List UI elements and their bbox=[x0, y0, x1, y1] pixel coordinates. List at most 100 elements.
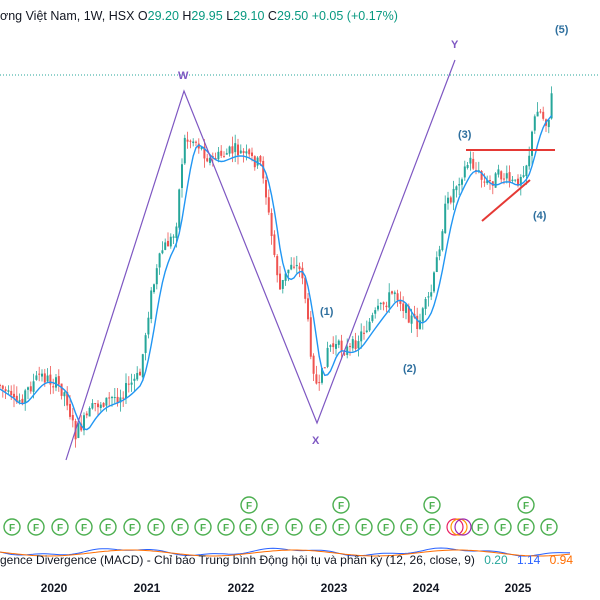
candle-body bbox=[321, 368, 323, 383]
event-marker-label: F bbox=[429, 523, 435, 534]
candle-body bbox=[24, 390, 27, 404]
candle-body bbox=[293, 266, 295, 268]
candle-body bbox=[203, 146, 206, 159]
candle-body bbox=[525, 165, 528, 177]
candle-body bbox=[147, 317, 150, 335]
candle-body bbox=[225, 153, 228, 155]
event-marker-label: F bbox=[523, 501, 529, 512]
candle-body bbox=[550, 93, 553, 119]
event-marker-label: F bbox=[33, 523, 39, 534]
candle-body bbox=[153, 284, 155, 293]
candle-body bbox=[46, 375, 49, 382]
event-marker bbox=[377, 518, 395, 536]
candle-body bbox=[97, 403, 99, 408]
candle-body bbox=[276, 256, 279, 276]
candle-body bbox=[491, 181, 494, 186]
candle-body bbox=[360, 331, 363, 342]
candle-body bbox=[245, 151, 248, 154]
candle-body bbox=[357, 341, 360, 349]
candle-body bbox=[55, 377, 57, 388]
candle-body bbox=[458, 184, 461, 186]
candle-body bbox=[405, 304, 407, 313]
candle-body bbox=[0, 384, 1, 386]
event-marker-label: F bbox=[338, 523, 344, 534]
candle-body bbox=[52, 386, 55, 388]
candle-body bbox=[441, 231, 444, 251]
event-marker-label: F bbox=[546, 523, 552, 534]
candle-body bbox=[290, 264, 293, 270]
candle-body bbox=[323, 367, 326, 369]
candle-body bbox=[155, 268, 158, 285]
candle-body bbox=[220, 150, 223, 156]
event-marker-label: F bbox=[105, 523, 111, 534]
candle-body bbox=[329, 345, 332, 347]
candle-body bbox=[248, 149, 251, 155]
candle-body bbox=[161, 250, 164, 254]
candle-body bbox=[7, 390, 10, 392]
candle-body bbox=[519, 176, 522, 186]
event-marker bbox=[3, 518, 21, 536]
open-value: 29.20 bbox=[147, 9, 179, 23]
candle-body bbox=[4, 389, 7, 392]
wave-line-wxy bbox=[65, 59, 456, 461]
event-marker bbox=[332, 496, 350, 514]
event-marker bbox=[27, 518, 45, 536]
candle-body bbox=[99, 404, 102, 409]
event-marker bbox=[285, 518, 303, 536]
candle-body bbox=[528, 155, 531, 167]
candle-body bbox=[433, 272, 435, 292]
event-marker bbox=[147, 518, 165, 536]
candle-body bbox=[469, 157, 472, 164]
event-marker-label: F bbox=[429, 501, 435, 512]
candle-body bbox=[500, 171, 503, 180]
candle-body bbox=[284, 273, 287, 281]
candle-body bbox=[105, 397, 108, 406]
candle-body bbox=[1, 385, 4, 389]
candle-body bbox=[337, 340, 340, 345]
candle-body bbox=[332, 343, 335, 348]
candle-body bbox=[503, 178, 505, 180]
event-marker bbox=[400, 518, 418, 536]
candle-body bbox=[343, 353, 346, 355]
candle-body bbox=[304, 277, 307, 299]
macd-line-value: 1.14 bbox=[516, 553, 541, 567]
candle-body bbox=[419, 320, 421, 329]
candle-body bbox=[536, 111, 539, 117]
candle-body bbox=[531, 131, 533, 156]
candle-body bbox=[466, 164, 469, 168]
candle-body bbox=[209, 157, 211, 163]
candle-body bbox=[511, 179, 514, 181]
macd-plot bbox=[0, 547, 571, 557]
candle-body bbox=[385, 305, 388, 308]
candle-body bbox=[192, 141, 195, 144]
event-marker bbox=[494, 518, 512, 536]
event-marker bbox=[517, 518, 535, 536]
high-label: H bbox=[182, 9, 192, 23]
candle-body bbox=[172, 236, 175, 238]
candle-body bbox=[287, 269, 290, 274]
event-marker-label: F bbox=[246, 501, 252, 512]
candle-body bbox=[396, 293, 399, 301]
event-marker-overlap bbox=[446, 518, 464, 536]
candle-body bbox=[318, 382, 321, 384]
candle-body bbox=[421, 308, 424, 322]
event-marker bbox=[471, 518, 489, 536]
candle-body bbox=[10, 390, 13, 396]
low-label: L bbox=[226, 9, 234, 23]
candle-body bbox=[517, 178, 519, 186]
x-tick-2021: 2021 bbox=[134, 581, 161, 595]
candle-body bbox=[449, 197, 452, 203]
close-value: 29.50 bbox=[276, 9, 309, 23]
candle-body bbox=[164, 242, 167, 250]
candle-body bbox=[489, 180, 491, 182]
candle-body bbox=[281, 279, 284, 289]
candle-body bbox=[69, 404, 71, 417]
event-marker-label: F bbox=[223, 523, 229, 534]
candle-body bbox=[144, 335, 147, 353]
candle-body bbox=[393, 292, 396, 295]
event-marker-label: F bbox=[291, 523, 297, 534]
candle-body bbox=[228, 146, 231, 154]
candle-body bbox=[438, 249, 441, 257]
event-marker bbox=[355, 518, 373, 536]
